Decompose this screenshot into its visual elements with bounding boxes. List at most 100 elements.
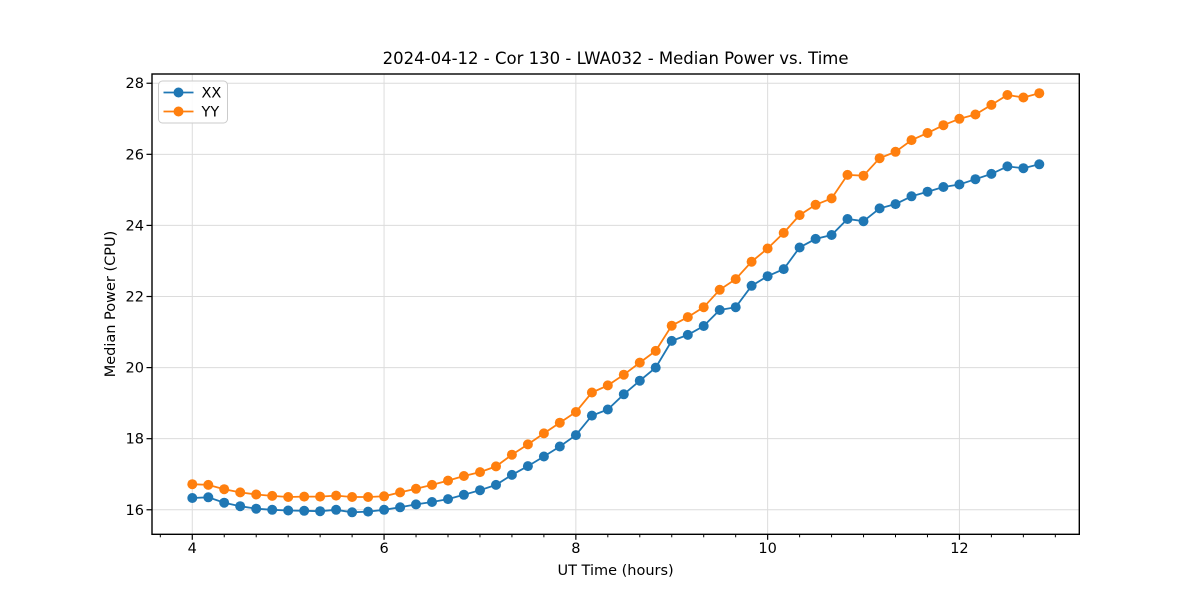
data-point-XX [299,505,310,516]
data-point-XX [522,461,533,472]
x-tick-label: 12 [950,541,968,557]
y-tick-label: 28 [126,76,144,92]
data-point-YY [666,320,677,331]
y-tick-label: 18 [126,432,144,448]
data-point-YY [874,153,885,164]
data-point-XX [443,494,453,505]
grid-layer [152,74,1080,535]
data-point-XX [858,216,869,227]
data-point-YY [235,487,246,498]
series-line-YY [192,92,1040,498]
series-layer [187,88,1045,518]
data-point-XX [1002,161,1013,172]
data-point-YY [506,449,517,460]
data-point-YY [762,243,773,254]
data-point-XX [411,499,421,510]
data-point-YY [203,479,214,490]
data-point-YY [954,113,965,124]
data-point-XX [586,410,597,421]
data-point-YY [714,284,725,295]
data-point-YY [267,490,278,501]
data-point-YY [842,169,853,180]
data-point-XX [602,404,613,415]
data-point-YY [650,345,661,356]
series-line-XX [192,163,1040,514]
x-tick-label: 8 [571,541,580,557]
data-point-YY [986,99,997,110]
data-point-XX [666,335,677,346]
legend-marker-YY [173,106,184,117]
data-point-YY [794,210,805,221]
data-point-YY [538,428,549,439]
data-point-YY [1018,92,1029,103]
data-point-YY [858,170,869,181]
data-point-YY [922,128,933,138]
data-point-XX [874,203,885,214]
data-point-XX [746,280,757,291]
data-point-XX [554,441,565,452]
data-point-XX [283,505,294,516]
data-point-YY [379,491,390,502]
data-point-XX [458,489,469,500]
data-point-YY [730,274,741,285]
data-point-XX [379,504,390,515]
data-point-XX [970,174,981,185]
data-point-YY [938,120,949,131]
y-tick-label: 24 [126,218,144,234]
data-point-YY [618,369,629,380]
data-point-XX [267,504,278,515]
data-point-YY [347,492,358,502]
data-point-YY [890,146,901,157]
data-point-YY [219,484,230,495]
data-point-YY [746,256,757,267]
y-tick-label: 16 [126,503,144,519]
data-point-XX [730,302,741,313]
legend-label: XX [202,86,222,102]
data-point-XX [538,451,549,462]
data-point-YY [395,487,406,498]
data-point-YY [491,461,501,472]
data-point-XX [618,389,629,400]
data-point-YY [1002,90,1013,100]
data-point-XX [890,199,901,210]
y-tick-label: 22 [126,290,144,306]
data-point-XX [331,504,342,515]
plot-border [151,73,1080,535]
legend: XX YY [158,80,228,124]
data-point-XX [762,271,773,282]
data-point-XX [826,230,837,240]
data-point-YY [1034,88,1045,99]
data-point-XX [634,375,645,386]
x-tick-label: 6 [379,541,388,557]
data-point-XX [395,502,406,513]
data-point-XX [842,214,853,224]
data-point-XX [491,479,501,490]
data-point-XX [906,191,917,202]
data-point-XX [363,506,374,517]
data-point-XX [794,242,805,253]
data-point-YY [363,492,374,502]
data-point-XX [1018,163,1029,174]
x-axis-label: UT Time (hours) [557,563,673,579]
y-tick-label: 26 [126,147,144,163]
data-point-XX [682,329,693,340]
legend-marker-XX [173,87,184,98]
tick-layer: 4 6 8 10 12 16 18 20 22 24 26 28 [126,76,1056,557]
data-point-YY [602,380,613,391]
data-point-XX [986,168,997,179]
data-point-XX [810,233,821,244]
data-point-XX [219,497,230,508]
data-point-YY [443,475,453,486]
data-point-YY [586,387,597,398]
data-point-XX [922,186,933,197]
data-point-XX [235,501,246,512]
data-point-YY [315,491,326,502]
legend-label: YY [201,105,220,121]
data-point-XX [570,430,581,441]
data-point-YY [682,312,693,323]
data-point-YY [634,357,645,368]
data-point-YY [698,302,709,313]
data-point-YY [554,417,565,428]
